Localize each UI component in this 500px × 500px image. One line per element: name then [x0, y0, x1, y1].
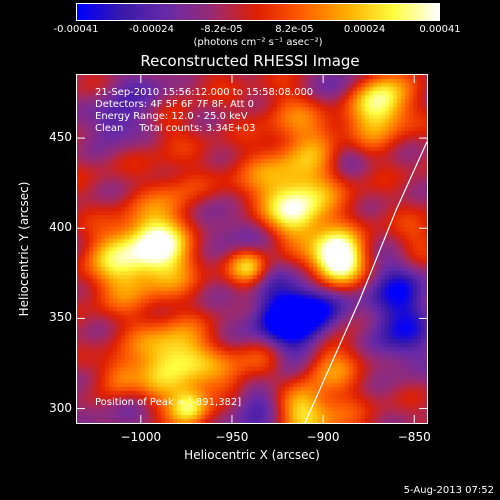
detectors: Detectors: 4F 5F 6F 7F 8F, Att 0: [95, 99, 255, 110]
solar-limb: [77, 75, 427, 423]
x-tick-label: −1000: [120, 430, 162, 444]
colorbar: [76, 3, 440, 21]
energy-range: Energy Range: 12.0 - 25.0 keV: [95, 111, 248, 122]
y-tick-label: 300: [49, 400, 72, 415]
y-axis-label: Heliocentric Y (arcsec): [17, 181, 31, 317]
colorbar-tick-label: 0.00024: [343, 24, 386, 35]
limb-line: [304, 141, 427, 423]
y-tick-label: 400: [49, 220, 72, 235]
plot-title: Reconstructed RHESSI Image: [140, 52, 360, 70]
time-range: 21-Sep-2010 15:56:12.000 to 15:58:08.000: [95, 87, 314, 98]
colorbar-units: (photons cm⁻² s⁻¹ asec⁻²): [193, 37, 323, 48]
colorbar-tick-label: 0.00041: [419, 24, 461, 35]
observation-info: 21-Sep-2010 15:56:12.000 to 15:58:08.000…: [95, 87, 313, 135]
heatmap-image: [77, 75, 427, 423]
x-tick-label: −900: [306, 430, 340, 444]
colorbar-tick-label: -8.2e-05: [200, 24, 243, 35]
y-tick-label: 350: [49, 310, 72, 325]
x-axis-label: Heliocentric X (arcsec): [184, 448, 320, 462]
colorbar-tick-label: 8.2e-05: [275, 24, 314, 35]
colorbar-tick-label: -0.00024: [128, 24, 174, 35]
peak-position: Position of Peak = [-891,382]: [95, 397, 242, 408]
y-tick-label: 450: [49, 130, 72, 145]
colorbar-tick-label: -0.00041: [53, 24, 99, 35]
x-tick-label: −950: [215, 430, 249, 444]
x-tick-label: −850: [397, 430, 431, 444]
plot-area: 21-Sep-2010 15:56:12.000 to 15:58:08.000…: [76, 74, 428, 424]
date-stamp: 5-Aug-2013 07:52: [403, 485, 494, 496]
method-counts: Clean Total counts: 3.34E+03: [95, 123, 256, 134]
